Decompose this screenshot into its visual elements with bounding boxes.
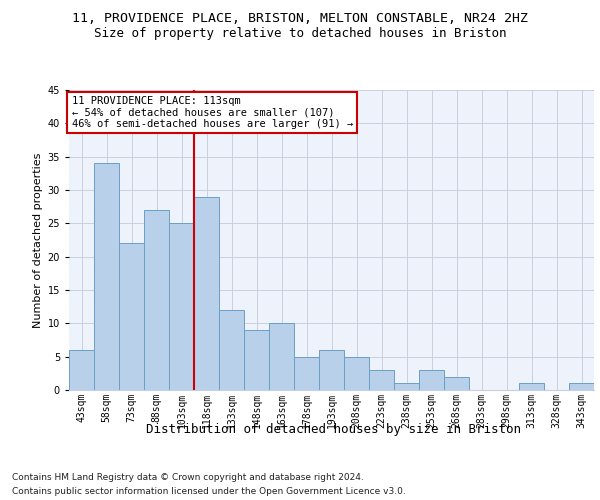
Bar — [244, 330, 269, 390]
Bar — [294, 356, 319, 390]
Bar — [419, 370, 444, 390]
Bar — [269, 324, 294, 390]
Text: Contains HM Land Registry data © Crown copyright and database right 2024.: Contains HM Land Registry data © Crown c… — [12, 472, 364, 482]
Bar — [194, 196, 219, 390]
Bar — [344, 356, 369, 390]
Bar — [319, 350, 344, 390]
Text: Size of property relative to detached houses in Briston: Size of property relative to detached ho… — [94, 28, 506, 40]
Bar — [394, 384, 419, 390]
Text: Contains public sector information licensed under the Open Government Licence v3: Contains public sector information licen… — [12, 488, 406, 496]
Text: 11 PROVIDENCE PLACE: 113sqm
← 54% of detached houses are smaller (107)
46% of se: 11 PROVIDENCE PLACE: 113sqm ← 54% of det… — [71, 96, 353, 129]
Bar — [444, 376, 469, 390]
Bar — [519, 384, 544, 390]
Y-axis label: Number of detached properties: Number of detached properties — [34, 152, 43, 328]
Bar — [69, 350, 94, 390]
Bar — [119, 244, 144, 390]
Bar — [219, 310, 244, 390]
Text: Distribution of detached houses by size in Briston: Distribution of detached houses by size … — [146, 422, 521, 436]
Bar — [144, 210, 169, 390]
Bar — [369, 370, 394, 390]
Text: 11, PROVIDENCE PLACE, BRISTON, MELTON CONSTABLE, NR24 2HZ: 11, PROVIDENCE PLACE, BRISTON, MELTON CO… — [72, 12, 528, 26]
Bar — [94, 164, 119, 390]
Bar — [169, 224, 194, 390]
Bar — [569, 384, 594, 390]
